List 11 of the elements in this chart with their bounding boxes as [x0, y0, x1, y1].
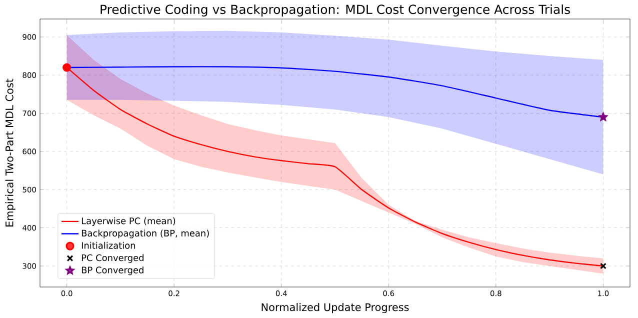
- x-axis-title: Normalized Update Progress: [262, 303, 409, 314]
- legend-label: BP Converged: [82, 266, 144, 276]
- point: [599, 112, 608, 121]
- chart-title: Predictive Coding vs Backpropagation: MDL Cost Convergence Across Trials: [100, 4, 570, 17]
- point: [62, 63, 72, 72]
- legend-label: Initialization: [82, 242, 136, 249]
- point: [600, 262, 606, 270]
- legend-label: PC Converged: [82, 254, 144, 263]
- y-axis-title: Empirical Two-Part MDL Cost: [5, 78, 16, 226]
- legend-label: Backpropagation (BP, mean): [82, 230, 209, 238]
- legend-label: Layerwise PC (mean): [82, 217, 176, 226]
